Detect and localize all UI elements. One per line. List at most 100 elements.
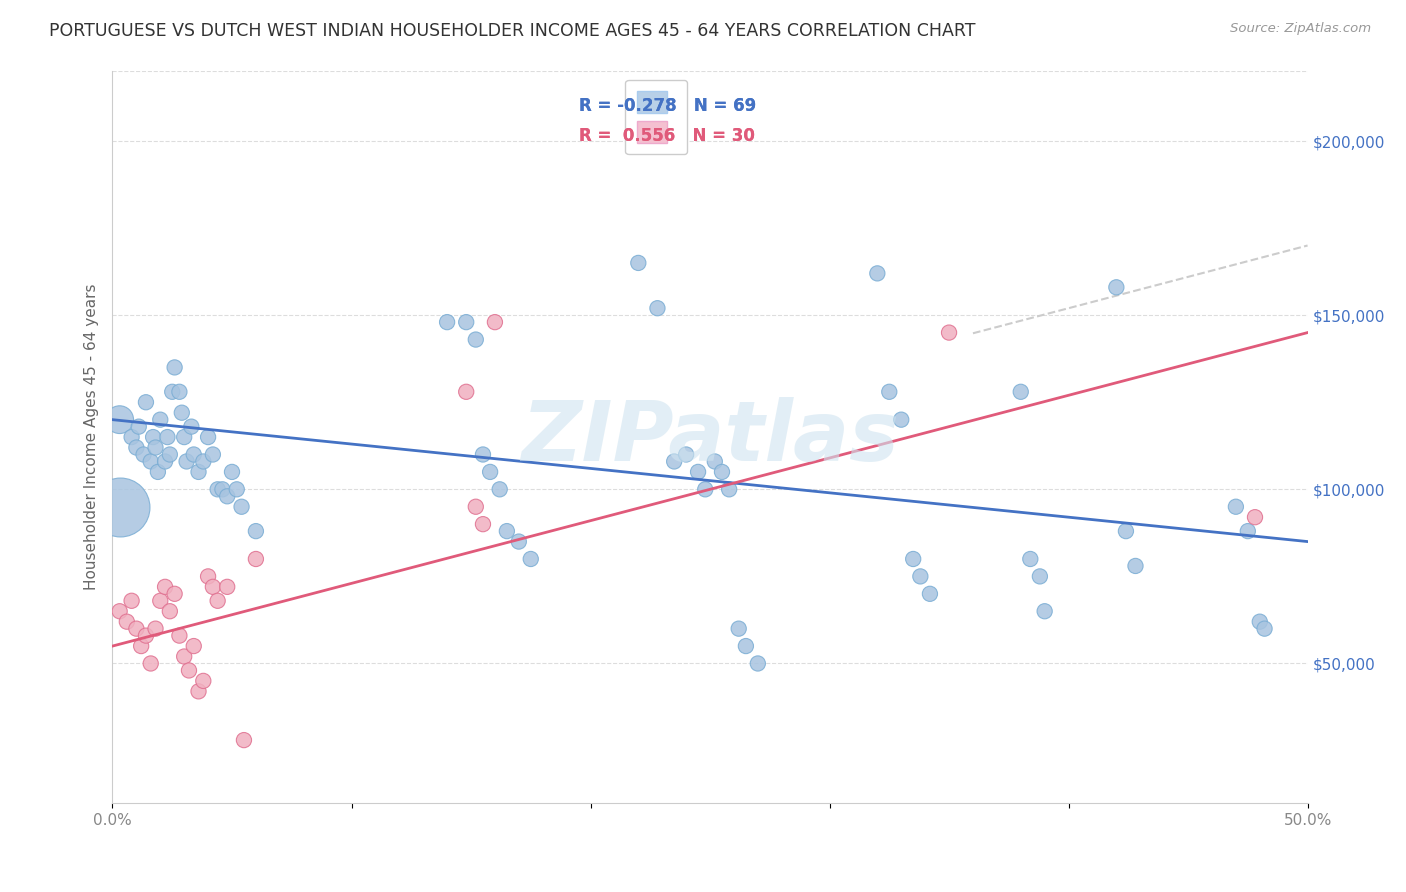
Point [149,594,172,608]
Point [121,430,143,444]
Point [193,673,215,688]
Point [472,517,495,532]
Point [675,448,697,462]
Point [703,454,725,468]
Point [436,315,458,329]
Point [125,441,148,455]
Point [1253,622,1275,636]
Point [464,333,486,347]
Point [1244,510,1267,524]
Point [1029,569,1052,583]
Point [129,639,152,653]
Point [173,649,195,664]
Point [903,552,925,566]
Point [472,448,495,462]
Point [162,384,183,399]
Point [145,622,167,636]
Point [1033,604,1056,618]
Point [627,256,650,270]
Point [201,580,224,594]
Point [108,412,131,426]
Point [145,441,167,455]
Point [464,500,486,514]
Point [159,604,181,618]
Point [187,684,209,698]
Point [135,395,157,409]
Point [910,569,932,583]
Point [201,448,224,462]
Point [183,639,205,653]
Point [153,454,176,468]
Point [664,454,686,468]
Point [169,384,191,399]
Point [245,524,267,538]
Point [1237,524,1260,538]
Point [217,580,239,594]
Point [177,664,200,678]
Point [890,412,912,426]
Point [217,489,239,503]
Point [170,406,193,420]
Point [125,622,148,636]
Point [176,454,198,468]
Point [479,465,502,479]
Point [718,483,741,497]
Point [747,657,769,671]
Point [1019,552,1042,566]
Point [508,534,530,549]
Point [1010,384,1032,399]
Point [163,360,186,375]
Point [156,430,179,444]
Point [245,552,267,566]
Point [139,454,162,468]
Point [173,430,195,444]
Point [115,615,138,629]
Text: R =  0.556   N = 30: R = 0.556 N = 30 [579,127,755,145]
Point [938,326,960,340]
Point [163,587,186,601]
Point [520,552,543,566]
Point [456,384,478,399]
Point [1249,615,1271,629]
Point [169,629,191,643]
Point [221,465,243,479]
Point [207,594,229,608]
Point [1105,280,1128,294]
Text: PORTUGUESE VS DUTCH WEST INDIAN HOUSEHOLDER INCOME AGES 45 - 64 YEARS CORRELATIO: PORTUGUESE VS DUTCH WEST INDIAN HOUSEHOL… [49,22,976,40]
Point [727,622,749,636]
Point [197,569,219,583]
Point [139,657,162,671]
Point [233,733,256,747]
Point [207,483,229,497]
Point [135,629,157,643]
Point [1225,500,1247,514]
Point [142,430,165,444]
Point [197,430,219,444]
Point [1125,558,1147,573]
Point [128,419,150,434]
Point [159,448,181,462]
Point [180,419,202,434]
Text: Source: ZipAtlas.com: Source: ZipAtlas.com [1230,22,1371,36]
Point [153,580,176,594]
Point [193,454,215,468]
Point [866,266,889,280]
Point [711,465,734,479]
Point [146,465,169,479]
Point [149,412,172,426]
Point [187,465,209,479]
Text: ZIPatlas: ZIPatlas [522,397,898,477]
Text: R =  0.556   N = 30: R = 0.556 N = 30 [579,127,755,145]
Point [211,483,233,497]
Point [496,524,519,538]
Point [735,639,758,653]
Point [108,604,131,618]
Point [183,448,205,462]
Point [879,384,901,399]
Y-axis label: Householder Income Ages 45 - 64 years: Householder Income Ages 45 - 64 years [83,284,98,591]
Point [488,483,510,497]
Point [647,301,669,316]
Point [1115,524,1137,538]
Point [231,500,253,514]
Legend: , : , [626,79,688,154]
